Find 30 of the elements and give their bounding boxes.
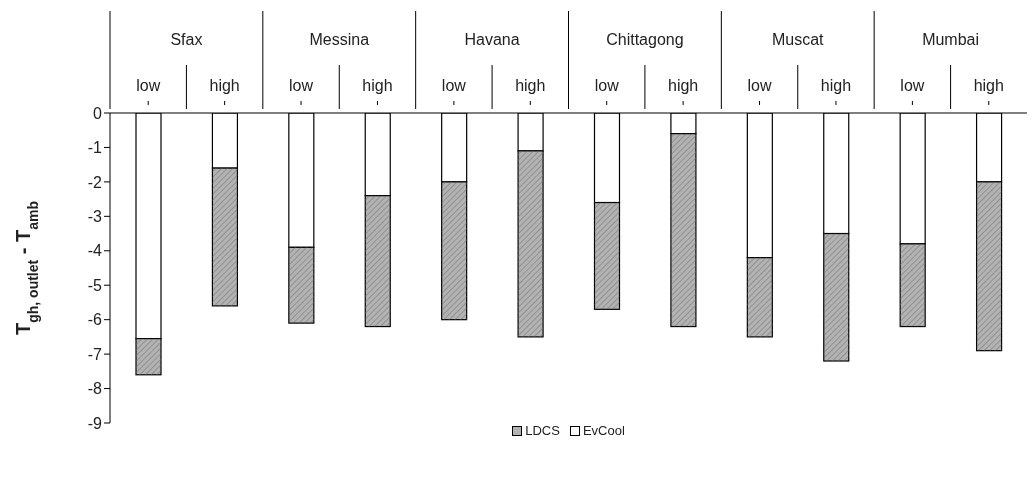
x-tick-label: low bbox=[900, 77, 925, 94]
y-tick-label: -8 bbox=[87, 380, 103, 398]
y-tick-label: -6 bbox=[87, 311, 103, 329]
x-tick-label: low bbox=[441, 77, 467, 94]
text: Havana bbox=[464, 31, 520, 48]
x-tick-label: low bbox=[747, 77, 772, 94]
text: Mumbai bbox=[922, 31, 980, 48]
text: Chittagong bbox=[606, 31, 684, 48]
x-tick-label: high bbox=[362, 77, 393, 94]
y-tick-label: -1 bbox=[87, 139, 103, 157]
legend-label: EvCool bbox=[581, 423, 625, 438]
x-tick-label: high bbox=[515, 77, 546, 94]
text: Muscat bbox=[771, 31, 825, 48]
x-tick-label: low bbox=[136, 77, 161, 94]
y-tick-label: -4 bbox=[87, 242, 103, 260]
x-tick-label: low bbox=[289, 77, 314, 94]
text: Messina bbox=[309, 31, 370, 48]
y-tick-label: -3 bbox=[87, 208, 103, 226]
y-tick-label: 0 bbox=[93, 104, 103, 122]
x-tick-label: high bbox=[973, 77, 1004, 94]
x-tick-label: low bbox=[594, 77, 620, 94]
y-tick-label: -5 bbox=[87, 276, 103, 294]
legend-label: LDCS bbox=[524, 423, 560, 438]
text: Sfax bbox=[170, 31, 203, 48]
y-tick-label: -7 bbox=[87, 345, 103, 363]
y-tick-label: -9 bbox=[87, 414, 103, 432]
x-tick-label: high bbox=[668, 77, 699, 94]
y-tick-label: -2 bbox=[87, 173, 103, 191]
x-tick-label: high bbox=[209, 77, 240, 94]
x-tick-label: high bbox=[820, 77, 852, 94]
